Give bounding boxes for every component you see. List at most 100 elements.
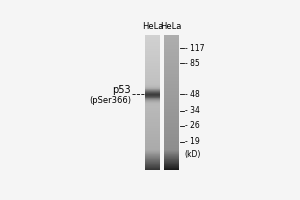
Bar [164, 96, 179, 97]
Bar [145, 95, 160, 96]
Bar [164, 61, 179, 62]
Bar [145, 57, 160, 58]
Bar [145, 122, 160, 123]
Bar [164, 139, 179, 140]
Bar [164, 135, 179, 136]
Bar [145, 46, 160, 47]
Bar [145, 86, 160, 87]
Bar [164, 84, 179, 85]
Bar [164, 69, 179, 70]
Bar [145, 150, 160, 151]
Bar [164, 160, 179, 161]
Bar [145, 36, 160, 37]
Bar [145, 158, 160, 159]
Bar [164, 136, 179, 137]
Bar [164, 58, 179, 59]
Bar [164, 90, 179, 91]
Bar [164, 140, 179, 141]
Bar [164, 138, 179, 139]
Bar [164, 89, 179, 90]
Bar [145, 79, 160, 80]
Bar [145, 103, 160, 104]
Bar [145, 164, 160, 165]
Bar [164, 116, 179, 117]
Bar [164, 125, 179, 126]
Bar [145, 40, 160, 41]
Bar [145, 155, 160, 156]
Bar [145, 101, 160, 102]
Bar [164, 95, 179, 96]
Bar [164, 131, 179, 132]
Text: - 34: - 34 [185, 106, 200, 115]
Bar [164, 100, 179, 101]
Bar [145, 111, 160, 112]
Bar [164, 74, 179, 75]
Bar [145, 105, 160, 106]
Bar [145, 37, 160, 38]
Bar [164, 43, 179, 44]
Bar [164, 150, 179, 151]
Bar [164, 46, 179, 47]
Text: (kD): (kD) [185, 150, 201, 159]
Bar [145, 44, 160, 45]
Bar [164, 49, 179, 50]
Text: - 48: - 48 [185, 90, 200, 99]
Text: (pSer366): (pSer366) [89, 96, 131, 105]
Bar [145, 116, 160, 117]
Bar [145, 74, 160, 75]
Bar [164, 82, 179, 83]
Bar [164, 129, 179, 130]
Bar [164, 132, 179, 133]
Bar [145, 144, 160, 145]
Bar [145, 163, 160, 164]
Bar [164, 112, 179, 113]
Bar [164, 119, 179, 120]
Bar [145, 48, 160, 49]
Bar [164, 124, 179, 125]
Bar [164, 99, 179, 100]
Bar [164, 94, 179, 95]
Bar [164, 87, 179, 88]
Bar [164, 53, 179, 54]
Bar [164, 66, 179, 67]
Bar [145, 78, 160, 79]
Bar [164, 70, 179, 71]
Bar [164, 158, 179, 159]
Bar [145, 128, 160, 129]
Bar [164, 120, 179, 121]
Bar [164, 103, 179, 104]
Bar [145, 108, 160, 109]
Bar [164, 101, 179, 102]
Bar [164, 62, 179, 63]
Bar [145, 161, 160, 162]
Bar [164, 80, 179, 81]
Bar [164, 147, 179, 148]
Bar [145, 129, 160, 130]
Bar [145, 138, 160, 139]
Bar [145, 107, 160, 108]
Bar [145, 67, 160, 68]
Bar [164, 123, 179, 124]
Bar [145, 146, 160, 147]
Bar [145, 72, 160, 73]
Bar [164, 52, 179, 53]
Bar [145, 52, 160, 53]
Bar [145, 134, 160, 135]
Bar [164, 92, 179, 93]
Bar [164, 167, 179, 168]
Bar [145, 119, 160, 120]
Bar [145, 117, 160, 118]
Bar [145, 77, 160, 78]
Bar [145, 113, 160, 114]
Bar [164, 108, 179, 109]
Bar [145, 157, 160, 158]
Bar [145, 100, 160, 101]
Bar [145, 99, 160, 100]
Bar [145, 94, 160, 95]
Text: HeLa: HeLa [142, 22, 163, 31]
Bar [164, 55, 179, 56]
Bar [145, 71, 160, 72]
Bar [145, 139, 160, 140]
Bar [164, 109, 179, 110]
Bar [164, 88, 179, 89]
